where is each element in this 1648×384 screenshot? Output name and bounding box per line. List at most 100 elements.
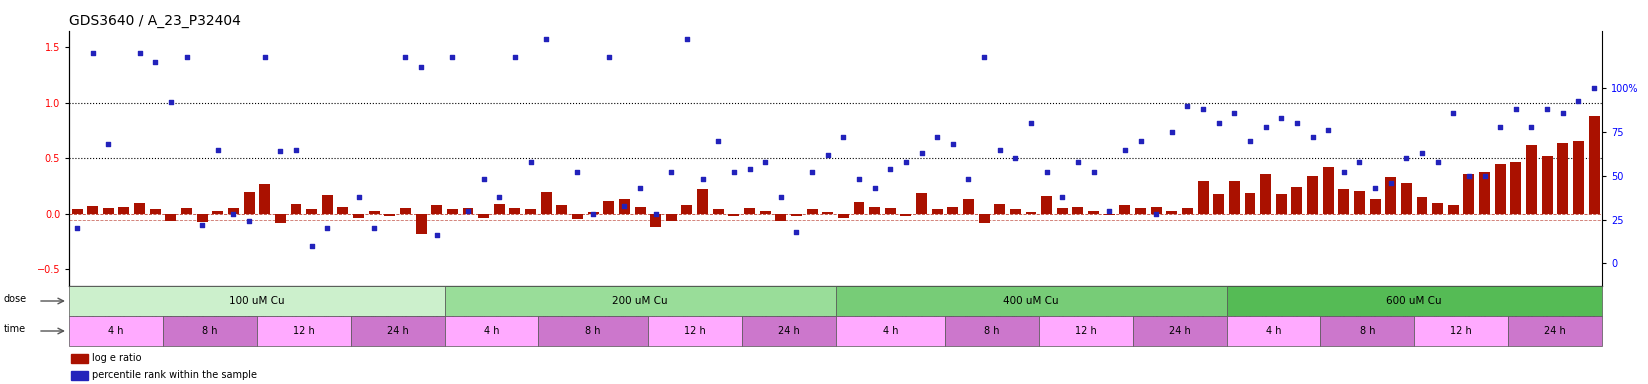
Point [939,141,966,147]
Point [908,150,934,156]
Point [751,159,778,165]
Text: time: time [3,324,26,334]
Point [392,54,419,60]
Point [1175,103,1201,109]
Bar [588,212,598,214]
Point [1267,115,1294,121]
Bar [822,212,834,214]
Point [1486,124,1513,130]
Point [643,211,669,217]
Bar [1417,197,1427,214]
Bar [1182,208,1193,214]
Bar [557,205,567,214]
Point [893,159,920,165]
Point [689,176,715,182]
Bar [1213,194,1224,214]
Bar [1038,316,1132,346]
Point [173,54,199,60]
Point [1190,106,1216,113]
Bar [742,316,836,346]
Point [720,169,747,175]
Point [971,54,997,60]
Bar [1010,209,1020,214]
Bar [760,210,771,214]
Point [1549,110,1575,116]
Point [1424,159,1450,165]
Bar [1056,208,1068,214]
Text: 8 h: 8 h [984,326,1000,336]
Bar [526,209,536,214]
Point [190,222,216,228]
Bar [432,205,442,214]
Text: 12 h: 12 h [293,326,315,336]
Bar [494,204,504,214]
Bar [133,203,145,214]
Bar [1463,174,1475,214]
Point [158,99,185,106]
Point [330,7,356,13]
Point [1127,138,1154,144]
Bar [806,209,817,214]
Text: 100 uM Cu: 100 uM Cu [229,296,285,306]
Point [252,54,279,60]
Bar [620,199,630,214]
Point [1534,106,1561,113]
Point [987,147,1014,153]
Point [1144,211,1170,217]
Point [580,211,606,217]
Text: 12 h: 12 h [1074,326,1096,336]
Point [298,243,325,249]
Bar [868,207,880,214]
Bar [1508,316,1602,346]
Bar [697,189,709,214]
Bar [1480,172,1490,214]
Bar [163,316,257,346]
Bar [213,210,222,214]
Bar [102,208,114,214]
Point [1440,110,1467,116]
Bar [837,214,849,218]
Bar [1355,190,1365,214]
Bar [463,208,473,214]
Bar [321,195,333,214]
Point [595,54,621,60]
Bar [539,316,648,346]
Point [831,134,857,141]
Bar [714,209,723,214]
Bar [743,208,755,214]
Point [517,159,544,165]
Bar [1025,212,1037,214]
Point [267,148,293,154]
Point [1018,120,1045,126]
Bar [948,207,957,214]
Text: percentile rank within the sample: percentile rank within the sample [92,370,257,380]
Point [783,229,809,235]
Bar [572,214,583,219]
Bar [931,209,943,214]
Point [1284,120,1310,126]
Bar [944,316,1038,346]
Point [1252,124,1279,130]
Bar [854,202,865,214]
Text: 4 h: 4 h [1266,326,1280,336]
Text: 200 uM Cu: 200 uM Cu [613,296,667,306]
Bar [1526,145,1538,214]
Text: 600 uM Cu: 600 uM Cu [1386,296,1442,306]
Bar [1572,141,1584,214]
Text: 24 h: 24 h [387,326,409,336]
Bar [257,316,351,346]
Point [204,147,231,153]
Text: 8 h: 8 h [1360,326,1374,336]
Bar [666,214,677,220]
Point [1112,147,1139,153]
Bar [165,214,176,220]
Point [1050,194,1076,200]
Point [814,152,840,158]
Bar [775,214,786,220]
Bar [69,286,445,316]
Bar [445,286,836,316]
Bar [259,184,270,214]
Bar [384,214,396,216]
Text: 12 h: 12 h [1450,326,1472,336]
Bar [1307,176,1318,214]
